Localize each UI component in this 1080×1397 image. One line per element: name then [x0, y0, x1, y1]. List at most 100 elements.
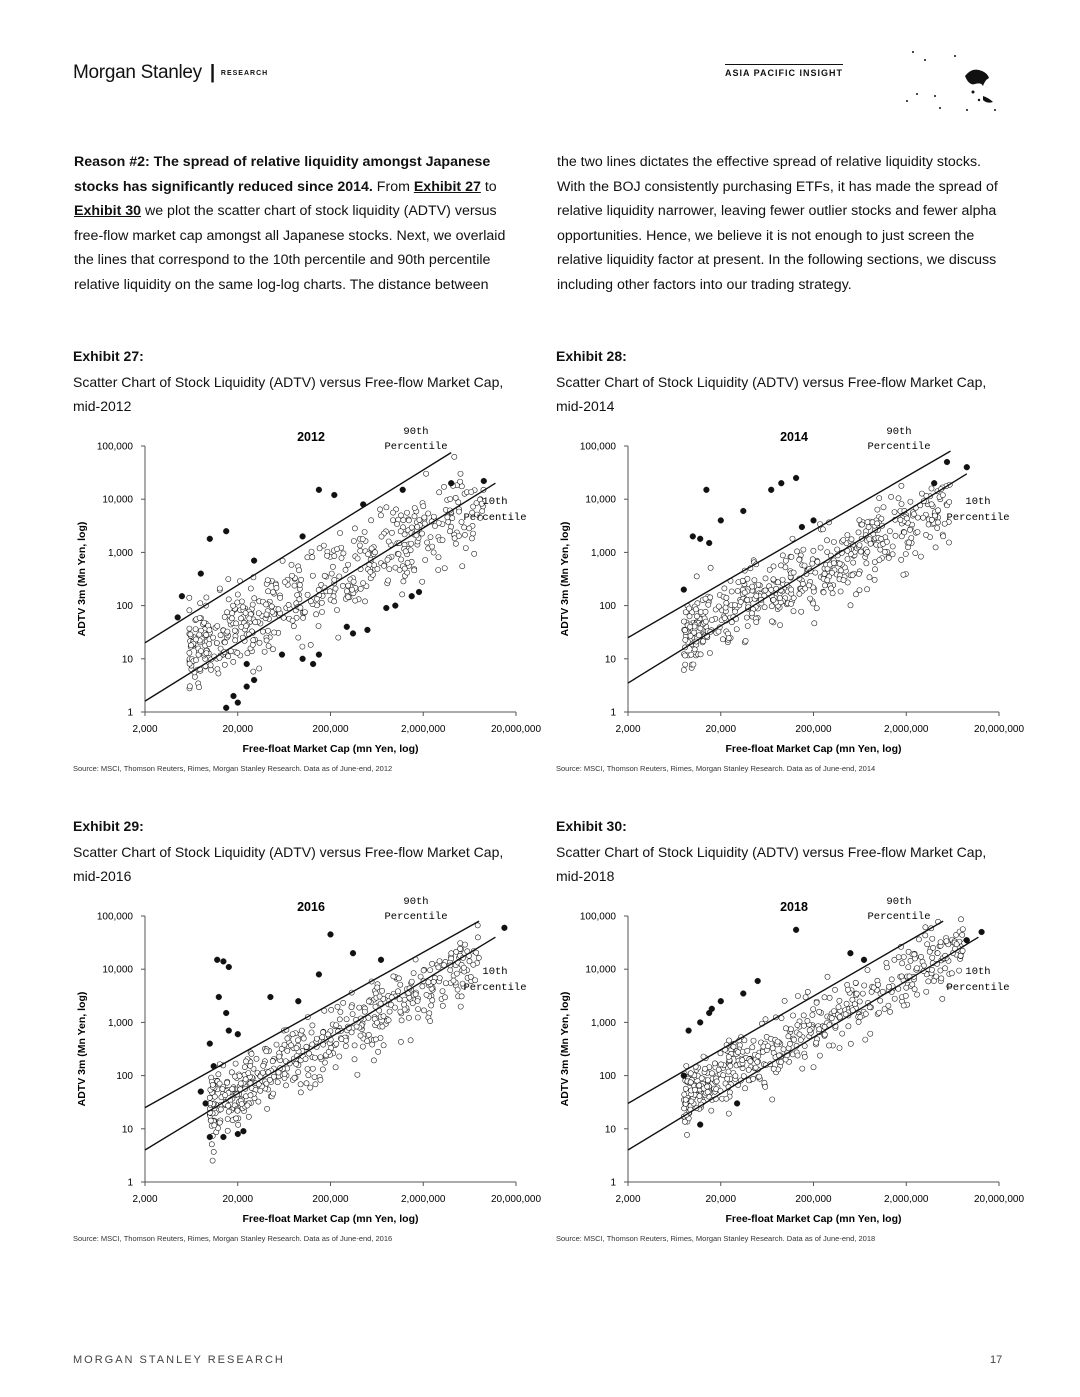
cloud-point — [317, 1077, 324, 1083]
cloud-point — [321, 572, 328, 579]
x-tick-label: 2,000,000 — [884, 724, 929, 735]
cloud-point — [946, 499, 953, 505]
y-tick-label: 100 — [116, 601, 133, 612]
outlier-point — [480, 477, 487, 485]
cloud-point — [319, 1034, 325, 1041]
cloud-point — [478, 500, 485, 507]
outlier-point — [240, 1128, 247, 1135]
link-exhibit-30[interactable]: Exhibit 30 — [74, 203, 142, 220]
cloud-point — [682, 652, 688, 659]
cloud-point — [907, 498, 914, 505]
cloud-point — [356, 1004, 363, 1011]
x-tick-label: 2,000,000 — [401, 1194, 446, 1205]
cloud-point — [249, 601, 256, 608]
cloud-point — [203, 632, 209, 638]
cloud-point — [712, 1060, 718, 1067]
cloud-point — [855, 529, 862, 536]
cloud-point — [345, 594, 351, 600]
cloud-point — [278, 1045, 285, 1052]
cloud-point — [336, 573, 343, 580]
cloud-point — [419, 530, 425, 537]
cloud-point — [325, 1049, 332, 1055]
cloud-point — [932, 512, 938, 519]
cloud-point — [390, 509, 396, 516]
cloud-point — [432, 523, 438, 529]
cloud-point — [331, 577, 338, 583]
outlier-point — [810, 517, 817, 524]
cloud-point — [206, 641, 212, 647]
cloud-point — [687, 624, 693, 630]
cloud-point — [765, 1043, 771, 1049]
cloud-point — [425, 510, 432, 517]
cloud-point — [684, 1132, 690, 1138]
cloud-point — [452, 495, 459, 501]
cloud-point — [332, 585, 339, 592]
y-tick-label: 10 — [122, 654, 134, 665]
y-tick-label: 1,000 — [591, 548, 616, 559]
cloud-point — [327, 588, 333, 595]
cloud-point — [914, 991, 920, 998]
cloud-point — [788, 601, 794, 607]
cloud-point — [682, 627, 688, 634]
cloud-point — [196, 615, 203, 621]
cloud-point — [186, 650, 193, 656]
cloud-point — [845, 986, 851, 993]
cloud-point — [429, 543, 436, 550]
cloud-point — [295, 634, 302, 641]
cloud-point — [411, 567, 418, 574]
y-tick-label: 1 — [127, 1178, 133, 1189]
link-exhibit-27[interactable]: Exhibit 27 — [413, 178, 481, 195]
cloud-point — [340, 550, 347, 557]
cloud-point — [455, 499, 462, 506]
cloud-point — [853, 990, 860, 997]
cloud-point — [319, 1066, 326, 1073]
cloud-point — [862, 1036, 869, 1043]
cloud-point — [891, 956, 898, 963]
cloud-point — [840, 537, 847, 543]
cloud-point — [448, 950, 455, 957]
cloud-point — [924, 941, 931, 948]
cloud-point — [740, 1073, 747, 1079]
y-tick-label: 1 — [610, 1178, 616, 1189]
cloud-point — [357, 548, 364, 554]
cloud-point — [783, 1025, 789, 1032]
outlier-point — [315, 486, 323, 493]
cloud-point — [376, 993, 383, 1000]
cloud-point — [317, 1054, 324, 1061]
cloud-point — [902, 551, 909, 557]
cloud-point — [887, 1009, 893, 1015]
cloud-point — [816, 1008, 823, 1015]
percentile-90-label-line1: 90th — [403, 896, 428, 908]
cloud-point — [693, 606, 699, 613]
cloud-point — [224, 1127, 231, 1134]
cloud-point — [770, 563, 777, 570]
cloud-point — [474, 511, 480, 518]
outlier-point — [223, 704, 230, 711]
cloud-point — [898, 556, 905, 563]
cloud-point — [874, 520, 880, 527]
outlier-point — [364, 626, 371, 634]
cloud-point — [300, 1035, 307, 1042]
cloud-point — [421, 1007, 427, 1014]
exhibit-title: Scatter Chart of Stock Liquidity (ADTV) … — [73, 374, 504, 414]
cloud-point — [959, 926, 966, 933]
cloud-point — [716, 603, 722, 610]
cloud-point — [297, 1089, 304, 1096]
cloud-point — [938, 975, 945, 982]
cloud-point — [831, 539, 837, 545]
cloud-point — [239, 598, 245, 605]
intro-lead: Reason #2: The spread of relative liquid… — [74, 154, 491, 195]
cloud-point — [331, 553, 338, 559]
percentile-10-line — [144, 936, 496, 1151]
cloud-point — [905, 964, 912, 970]
cloud-point — [357, 1032, 364, 1039]
cloud-point — [256, 665, 263, 672]
cloud-point — [934, 950, 941, 956]
cloud-point — [906, 539, 912, 546]
cloud-point — [835, 1004, 842, 1010]
percentile-90-line — [144, 452, 452, 644]
cloud-point — [400, 517, 407, 523]
cloud-point — [293, 614, 300, 621]
cloud-point — [824, 537, 830, 544]
cloud-point — [928, 501, 935, 508]
